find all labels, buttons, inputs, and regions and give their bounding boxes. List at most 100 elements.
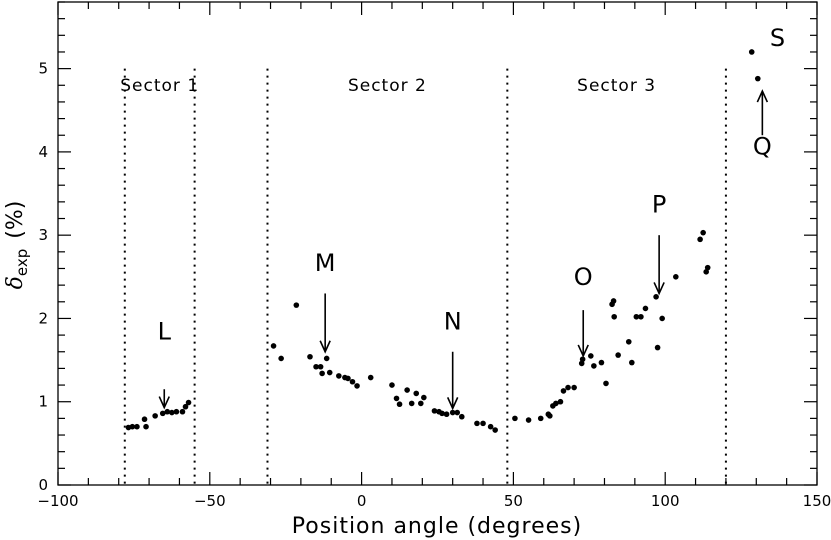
data-point (547, 413, 553, 419)
annotation-label: S (770, 24, 785, 52)
annotations: L M N O P Q S (158, 24, 785, 411)
plot-frame (57, 1, 818, 486)
data-point (345, 375, 351, 382)
data-point (449, 409, 456, 416)
x-tick-label: 50 (504, 492, 523, 510)
data-point (578, 360, 585, 367)
data-point (625, 338, 632, 345)
data-point (598, 359, 605, 366)
data-point (673, 274, 679, 280)
data-points (125, 49, 761, 433)
data-point (480, 420, 486, 427)
annotation-label: P (652, 191, 666, 219)
sector-boundaries (123, 68, 727, 485)
y-axis-label: δexp (%) (3, 201, 31, 290)
data-point (319, 370, 325, 377)
data-point (560, 388, 567, 394)
data-point (653, 293, 659, 300)
annotation-label: M (315, 249, 336, 277)
svg-text:δexp(%): δexp (%) (3, 201, 31, 290)
data-point (474, 420, 480, 427)
data-point (591, 363, 597, 369)
x-tick-label: 100 (651, 492, 680, 510)
data-point (159, 410, 166, 417)
y-tick-label: 5 (38, 60, 48, 78)
data-point (487, 423, 494, 430)
data-point (553, 400, 559, 407)
data-point (633, 313, 640, 320)
data-point (129, 423, 136, 430)
data-point (700, 229, 706, 236)
y-axis-unit: (%) (3, 201, 28, 239)
data-point (367, 374, 374, 381)
y-tick-label: 1 (38, 393, 48, 411)
annotation-label: O (574, 263, 593, 291)
data-point (659, 315, 665, 322)
data-point (557, 398, 564, 405)
y-tick-labels: 0 1 2 3 4 5 (38, 60, 48, 494)
sector-labels: Sector 1 Sector 2 Sector 3 (120, 76, 656, 96)
data-point (431, 408, 438, 414)
sector-label: Sector 3 (577, 76, 656, 96)
data-point (313, 363, 319, 370)
data-point (537, 415, 544, 422)
data-point (326, 369, 333, 376)
x-axis-label: Position angle (degrees) (292, 514, 582, 539)
data-point (697, 236, 703, 243)
data-point (143, 423, 149, 430)
annotation-label: L (158, 317, 172, 345)
data-point (141, 416, 148, 423)
y-tick-label: 0 (38, 476, 48, 494)
data-point (439, 410, 445, 417)
sector-label: Sector 2 (348, 76, 427, 96)
data-point (278, 355, 284, 362)
data-point (629, 359, 635, 366)
data-point (169, 409, 175, 416)
y-tick-label: 2 (38, 309, 48, 327)
data-point (173, 408, 180, 415)
annotation-label: Q (753, 132, 772, 160)
data-point (579, 356, 586, 363)
data-point (421, 394, 427, 401)
x-tick-label: 0 (357, 492, 367, 510)
annotation-arrow-head (756, 89, 769, 103)
data-point (293, 302, 300, 308)
data-point (565, 384, 571, 391)
annotation-label: N (444, 307, 462, 335)
data-point (654, 344, 661, 351)
data-point (571, 384, 577, 391)
data-point (611, 313, 617, 320)
x-tick-labels: −100 −50 0 50 100 150 (37, 492, 831, 510)
y-axis-subscript: exp (13, 249, 31, 276)
data-point (182, 403, 189, 410)
data-point (323, 355, 330, 362)
data-point (393, 395, 400, 402)
x-tick-label: −50 (194, 492, 226, 510)
data-point (610, 298, 617, 304)
data-point (704, 264, 711, 271)
data-point (603, 380, 609, 387)
data-point (408, 400, 415, 407)
data-point (512, 415, 518, 422)
data-point (638, 313, 644, 320)
data-point (754, 75, 761, 82)
y-tick-label: 3 (38, 226, 48, 244)
x-tick-label: 150 (803, 492, 831, 510)
data-point (418, 400, 424, 407)
annotation-arrow-head (158, 396, 170, 410)
sector-label: Sector 1 (120, 76, 199, 96)
data-point (588, 353, 594, 359)
data-point (396, 401, 403, 408)
annotation-arrow-head (446, 397, 459, 411)
data-point (404, 387, 410, 393)
data-point (349, 378, 356, 385)
y-axis-symbol: δ (3, 276, 28, 289)
data-point (748, 49, 755, 55)
data-point (317, 363, 324, 370)
data-point (336, 373, 342, 379)
data-point (152, 413, 158, 419)
y-tick-label: 4 (38, 143, 48, 161)
data-point (185, 399, 192, 406)
data-point (525, 417, 532, 423)
